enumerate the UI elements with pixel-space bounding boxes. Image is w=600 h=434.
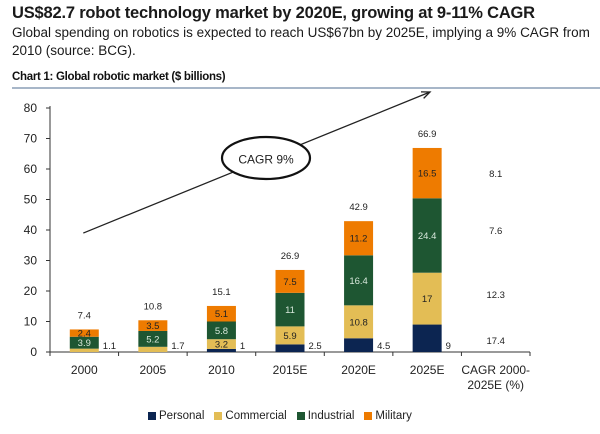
legend-item-military: Military [364, 410, 412, 422]
y-tick-label: 60 [24, 162, 38, 176]
bar-segment-industrial [206, 321, 236, 340]
x-tick-label: 2000 [71, 363, 98, 377]
personal-side-label: 1.7 [171, 341, 184, 352]
bar-segment-military [412, 147, 442, 199]
bar-label-industrial: 5.8 [215, 326, 228, 337]
bar-segment-military [275, 269, 305, 293]
x-tick-label: 2005 [140, 363, 167, 377]
legend-label-industrial: Industrial [307, 410, 355, 422]
bar-label-commercial: 17 [422, 294, 433, 305]
x-tick-label-cagr-line1: CAGR 2000- [461, 363, 530, 377]
bar-segment-industrial [275, 292, 305, 327]
bar-total-label: 42.9 [349, 202, 368, 213]
y-tick-label: 20 [24, 284, 38, 298]
y-tick-label: 0 [30, 345, 37, 359]
y-tick-label: 10 [24, 315, 38, 329]
bar-segment-commercial [206, 339, 236, 349]
legend-swatch-personal [148, 412, 156, 420]
bar-segment-industrial [412, 198, 442, 273]
legend-label-military: Military [375, 410, 412, 422]
title-rule [12, 87, 600, 89]
personal-side-label: 1 [240, 341, 245, 352]
legend-item-commercial: Commercial [214, 410, 287, 422]
x-tick-label: 2010 [208, 363, 235, 377]
legend-swatch-military [364, 412, 373, 420]
y-tick-label: 70 [24, 132, 38, 146]
bar-segment-commercial [69, 348, 99, 352]
bar-segment-commercial [275, 326, 305, 345]
bar-label-military: 5.1 [215, 309, 228, 320]
bar-label-industrial: 16.4 [349, 276, 368, 287]
bar-segment-military [206, 305, 236, 322]
legend-item-industrial: Industrial [296, 410, 355, 422]
bar-segment-personal [275, 344, 305, 352]
bar-segment-military [69, 329, 99, 337]
bar-total-label: 7.4 [78, 310, 91, 321]
bar-total-label: 66.9 [418, 129, 437, 140]
bar-segment-military [344, 221, 374, 256]
bar-label-military: 7.5 [283, 277, 296, 288]
personal-side-label: 9 [446, 341, 451, 352]
legend: Personal Commercial Industrial Military [148, 410, 412, 422]
y-tick-label: 50 [24, 193, 38, 207]
headline: US$82.7 robot technology market by 2020E… [12, 4, 535, 22]
bar-total-label: 26.9 [281, 251, 300, 262]
arrowhead-icon [420, 91, 432, 99]
bar-segment-military [138, 320, 168, 331]
bar-total-label: 15.1 [212, 287, 231, 298]
bar-segment-industrial [138, 330, 168, 347]
x-tick-label: 2025E [410, 363, 445, 377]
bar-label-military: 11.2 [350, 234, 368, 245]
bar-label-military: 3.5 [146, 321, 159, 332]
legend-swatch-commercial [214, 412, 223, 420]
personal-side-label: 4.5 [377, 341, 390, 352]
legend-label-commercial: Commercial [225, 410, 287, 422]
cagr-ellipse [220, 135, 312, 181]
bar-label-industrial: 5.2 [146, 334, 159, 345]
personal-side-label: 2.5 [309, 341, 322, 352]
bar-label-commercial: 10.8 [349, 317, 368, 328]
bar-label-commercial: 3.2 [215, 340, 228, 351]
bar-label-military: 2.4 [78, 329, 91, 340]
bar-segment-personal [344, 338, 374, 352]
bar-segment-personal [412, 324, 442, 352]
chart-title: Chart 1: Global robotic market ($ billio… [12, 71, 226, 83]
legend-label-personal: Personal [159, 410, 205, 422]
bar-total-label: 10.8 [144, 301, 163, 312]
bar-segment-commercial [344, 305, 374, 339]
bar-label-commercial: 5.9 [283, 331, 296, 342]
bar-segment-commercial [412, 272, 442, 325]
bar-segment-commercial [138, 346, 168, 352]
bar-label-industrial: 24.4 [418, 231, 437, 242]
x-tick-label: 2020E [341, 363, 376, 377]
legend-item-personal: Personal [148, 410, 204, 422]
bar-label-military: 16.5 [418, 169, 437, 180]
y-tick-label: 30 [24, 254, 38, 268]
cagr-value-commercial: 12.3 [486, 290, 505, 301]
x-tick-label-cagr-line2: 2025E (%) [467, 378, 524, 392]
bar-segment-industrial [344, 255, 374, 306]
y-tick-label: 80 [24, 101, 38, 115]
cagr-value-industrial: 7.6 [489, 226, 502, 237]
legend-swatch-industrial [296, 412, 305, 420]
cagr-value-personal: 17.4 [486, 336, 505, 347]
subtext: Global spending on robotics is expected … [12, 25, 590, 58]
cagr-annotation-label: CAGR 9% [238, 153, 294, 167]
bar-segment-industrial [69, 336, 99, 349]
bar-label-industrial: 3.9 [78, 338, 91, 349]
cagr-value-military: 8.1 [489, 169, 502, 180]
bar-label-industrial: 11 [285, 305, 295, 316]
personal-side-label: 1.1 [103, 341, 116, 352]
y-tick-label: 40 [24, 223, 38, 237]
bar-segment-personal [206, 348, 236, 352]
x-tick-label: 2015E [273, 363, 308, 377]
